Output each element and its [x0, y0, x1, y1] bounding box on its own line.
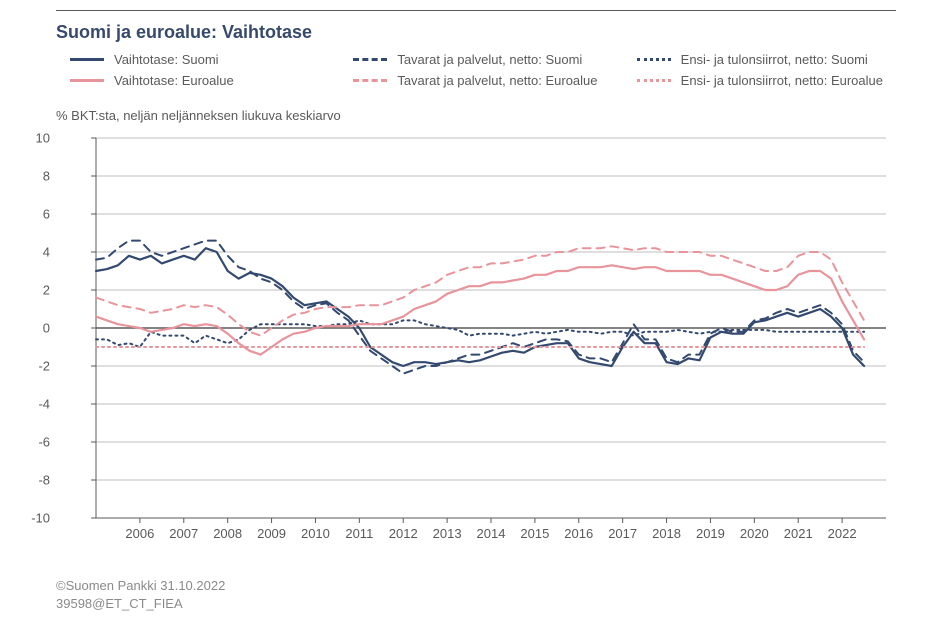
legend-swatch: [637, 58, 671, 61]
footer: ©Suomen Pankki 31.10.2022 39598@ET_CT_FI…: [56, 577, 225, 613]
legend-label: Vaihtotase: Euroalue: [114, 73, 234, 88]
x-tick-label: 2021: [784, 526, 813, 541]
legend-item: Vaihtotase: Euroalue: [70, 73, 333, 88]
legend-swatch: [353, 79, 387, 82]
legend-item: Ensi- ja tulonsiirrot, netto: Suomi: [637, 52, 900, 67]
x-tick-label: 2016: [564, 526, 593, 541]
x-tick-label: 2009: [257, 526, 286, 541]
copyright-text: ©Suomen Pankki 31.10.2022: [56, 577, 225, 595]
y-tick-label: -2: [20, 359, 50, 374]
legend: Vaihtotase: Suomi Tavarat ja palvelut, ne…: [70, 52, 900, 88]
series-line: [96, 246, 864, 335]
x-tick-label: 2007: [169, 526, 198, 541]
x-tick-label: 2010: [301, 526, 330, 541]
y-tick-label: -6: [20, 435, 50, 450]
x-tick-label: 2017: [608, 526, 637, 541]
y-tick-label: -10: [20, 511, 50, 526]
legend-item: Vaihtotase: Suomi: [70, 52, 333, 67]
legend-item: Tavarat ja palvelut, netto: Euroalue: [353, 73, 616, 88]
y-tick-label: 4: [20, 245, 50, 260]
legend-swatch: [70, 79, 104, 82]
chart-container: Suomi ja euroalue: Vaihtotase Vaihtotase…: [0, 0, 952, 623]
title-rule: [56, 10, 896, 11]
y-tick-label: -4: [20, 397, 50, 412]
y-tick-label: 6: [20, 207, 50, 222]
legend-label: Ensi- ja tulonsiirrot, netto: Suomi: [681, 52, 868, 67]
y-tick-label: 10: [20, 131, 50, 146]
legend-swatch: [353, 58, 387, 61]
x-tick-label: 2006: [125, 526, 154, 541]
y-tick-label: 0: [20, 321, 50, 336]
x-tick-label: 2014: [477, 526, 506, 541]
legend-label: Ensi- ja tulonsiirrot, netto: Euroalue: [681, 73, 883, 88]
legend-label: Tavarat ja palvelut, netto: Euroalue: [397, 73, 597, 88]
x-tick-label: 2015: [520, 526, 549, 541]
chart-plot: [56, 128, 896, 548]
legend-label: Vaihtotase: Suomi: [114, 52, 219, 67]
y-tick-label: 2: [20, 283, 50, 298]
y-tick-label: 8: [20, 169, 50, 184]
y-tick-label: -8: [20, 473, 50, 488]
legend-swatch: [70, 58, 104, 61]
x-tick-label: 2013: [433, 526, 462, 541]
x-tick-label: 2019: [696, 526, 725, 541]
chart-title: Suomi ja euroalue: Vaihtotase: [56, 22, 312, 43]
x-tick-label: 2020: [740, 526, 769, 541]
x-tick-label: 2022: [828, 526, 857, 541]
legend-swatch: [637, 79, 671, 82]
legend-label: Tavarat ja palvelut, netto: Suomi: [397, 52, 582, 67]
legend-item: Tavarat ja palvelut, netto: Suomi: [353, 52, 616, 67]
x-tick-label: 2012: [389, 526, 418, 541]
x-tick-label: 2011: [345, 526, 373, 541]
x-tick-label: 2008: [213, 526, 242, 541]
x-tick-label: 2018: [652, 526, 681, 541]
series-line: [96, 265, 864, 354]
chart-id-text: 39598@ET_CT_FIEA: [56, 595, 225, 613]
legend-item: Ensi- ja tulonsiirrot, netto: Euroalue: [637, 73, 900, 88]
y-axis-label: % BKT:sta, neljän neljänneksen liukuva k…: [56, 108, 341, 123]
